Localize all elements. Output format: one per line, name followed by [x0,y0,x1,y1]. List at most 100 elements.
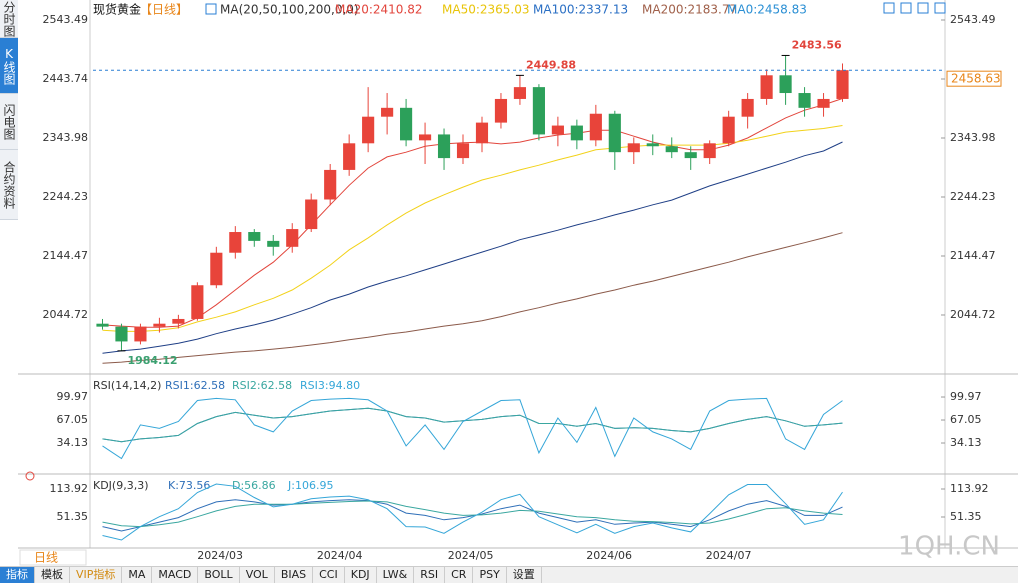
y-tick-label: 67.05 [950,413,982,426]
candle-body [551,125,564,135]
tab[interactable]: MA [122,567,153,583]
y-tick-label: 113.92 [50,482,89,495]
candle-body [475,122,489,144]
candle-body [267,240,280,247]
candle-body [494,98,508,123]
tab[interactable]: RSI [414,567,446,583]
candle-body [115,326,128,342]
legend-item: MA50:2365.03 [442,3,530,17]
tab[interactable]: 设置 [507,567,542,583]
candle-body [722,116,735,144]
y-tick-label: 2543.49 [43,13,89,26]
y-tick-label: 2543.49 [950,13,996,26]
tab[interactable]: 指标 [0,567,35,583]
extreme-label: 2449.88 [526,58,576,71]
tab-bar: 指标 模板 VIP指标 MA MACD BOLL VOL BIAS CCI KDJ LW& RSI CR… [0,566,1018,583]
period: 【日线】 [140,3,188,17]
last-price-label: 2458.63 [951,72,1001,86]
extreme-label: 1984.12 [127,354,177,367]
indicator-line [102,397,843,460]
panel-title: KDJ(9,3,3) [93,479,149,492]
y-tick-label: 2044.72 [43,308,89,321]
candle-body [760,75,773,99]
watermark: 1QH.CN [898,532,1000,562]
y-tick-label: 34.13 [57,436,89,449]
side-tab[interactable]: 合约资料 [0,150,18,220]
y-tick-label: 113.92 [950,482,989,495]
candle-body [437,134,451,159]
candle-body [400,107,413,141]
tab[interactable]: VOL [240,567,275,583]
candle-body [513,87,527,99]
y-tick-label: 51.35 [57,510,89,523]
legend-item: MA100:2337.13 [533,3,628,17]
candle-body [703,143,716,159]
candle-body [418,134,432,141]
candle-body [286,229,299,247]
candle-body [153,323,166,327]
ma-line [102,141,843,354]
candle-body [456,143,470,159]
extreme-label: 2483.56 [792,38,842,51]
candle-body [172,318,185,324]
y-tick-label: 2244.23 [43,190,89,203]
legend-item: K:73.56 [168,479,210,492]
tab[interactable]: 模板 [35,567,70,583]
y-tick-label: 99.97 [950,390,982,403]
indicator-icon[interactable] [205,3,217,15]
y-tick-label: 2144.47 [43,249,89,262]
icon[interactable] [917,2,929,14]
y-tick-label: 2044.72 [950,308,996,321]
legend-item: RSI3:94.80 [300,379,360,392]
tab[interactable]: CCI [313,567,345,583]
candle-body [532,87,545,135]
candle-body [570,125,583,141]
candle-body [684,152,697,159]
last-price-box [946,70,1002,87]
tab[interactable]: BIAS [275,567,314,583]
y-tick-label: 2343.98 [950,131,996,144]
y-tick-label: 51.35 [950,510,982,523]
tab[interactable]: VIP指标 [70,567,123,583]
tab[interactable]: CR [445,567,474,583]
x-tick-label: 2024/04 [317,549,363,562]
settings-icon[interactable] [25,471,35,481]
icon[interactable] [883,2,895,14]
candle-body [779,75,792,94]
y-tick-label: 2144.47 [950,249,996,262]
icon[interactable] [934,2,946,14]
legend-item: MA200:2183.77 [642,3,737,17]
legend-item: RSI2:62.58 [232,379,292,392]
tab[interactable]: KDJ [345,567,377,583]
tab[interactable]: BOLL [198,567,240,583]
side-tab[interactable]: 分时图 [0,0,18,38]
indicator: MA(20,50,100,200,0,0) [220,3,359,17]
icon[interactable] [900,2,912,14]
candle-body [665,146,678,153]
y-tick-label: 2443.74 [43,72,89,85]
candle-body [191,285,204,319]
tab[interactable]: LW& [377,567,415,583]
candle-body [362,116,375,144]
candle-body [381,107,394,117]
y-tick-label: 2244.23 [950,190,996,203]
candle-body [96,323,109,327]
side-tab[interactable]: 闪电图 [0,94,18,150]
candle-body [627,143,640,153]
candle-body [343,143,356,170]
candle-body [589,113,602,141]
candle-body [798,93,811,108]
candle-body [646,143,659,147]
period-box[interactable] [19,549,87,566]
legend-item: MA0:2458.83 [727,3,807,17]
indicator-line [102,499,843,532]
tab[interactable]: PSY [473,567,507,583]
period-tab[interactable]: 日线 [34,551,58,565]
toolbar-icons[interactable] [883,2,946,14]
side-tab[interactable]: K线图 [0,38,18,94]
candle-body [741,98,754,117]
panel-title: RSI(14,14,2) [93,379,161,392]
tab[interactable]: MACD [152,567,199,583]
